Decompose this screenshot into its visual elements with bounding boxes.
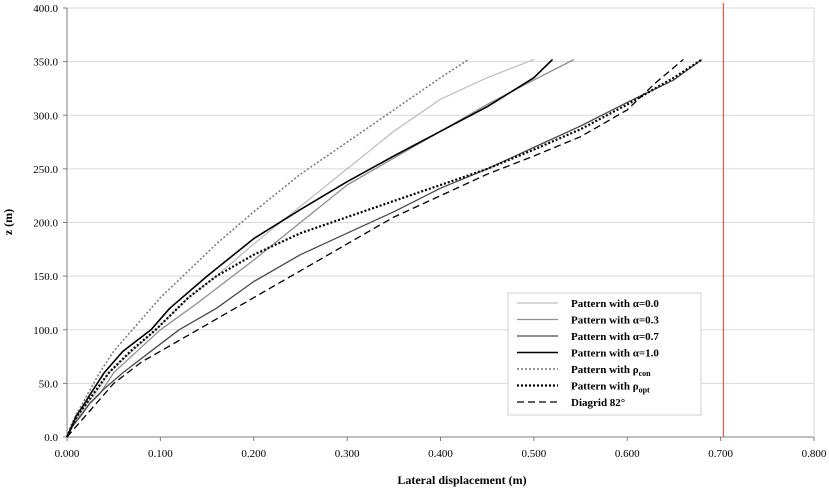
y-tick-label: 300.0: [33, 110, 58, 122]
series-line-2: [66, 58, 575, 438]
series-line-7: [66, 59, 684, 438]
x-tick-label: 0.000: [55, 448, 80, 460]
y-tick-label: 0.0: [44, 432, 58, 444]
legend-label-4: Pattern with α=1.0: [571, 348, 659, 360]
legend-label-1: Pattern with α=0.0: [571, 298, 659, 310]
x-tick-label: 0.500: [522, 448, 547, 460]
axes: [63, 7, 815, 441]
y-tick-label: 200.0: [33, 218, 58, 230]
tick-labels: 0.0 50.0 100.0 150.0 200.0 250.0 300.0 350.0 400…: [33, 3, 827, 460]
y-tick-label: 50.0: [39, 378, 59, 390]
x-tick-label: 0.700: [708, 448, 733, 460]
series-line-6: [65, 58, 703, 438]
x-tick-label: 0.800: [802, 448, 827, 460]
x-tick-label: 0.400: [428, 448, 453, 460]
grid-lines: [67, 7, 814, 384]
x-tick-label: 0.600: [615, 448, 640, 460]
legend-label-2: Pattern with α=0.3: [571, 315, 659, 327]
legend-label-3: Pattern with α=0.7: [571, 331, 659, 343]
y-tick-label: 350.0: [33, 57, 58, 69]
y-axis-label: z (m): [1, 209, 15, 235]
series-line-5: [66, 58, 469, 438]
y-tick-label: 150.0: [33, 271, 58, 283]
series-line-4: [66, 58, 554, 438]
x-tick-label: 0.200: [241, 448, 266, 460]
series-lines: [65, 58, 703, 438]
series-line-3: [66, 58, 703, 438]
legend: Pattern with α=0.0 Pattern with α=0.3 Patt…: [507, 292, 702, 416]
legend-box: [507, 292, 702, 416]
x-axis-label: Lateral displacement (m): [397, 473, 526, 487]
legend-label-6: Pattern with ρopt: [571, 381, 650, 395]
y-tick-label: 100.0: [33, 325, 58, 337]
legend-label-5: Pattern with ρcon: [571, 364, 651, 378]
x-tick-label: 0.300: [335, 448, 360, 460]
y-tick-label: 250.0: [33, 164, 58, 176]
legend-label-7: Diagrid 82°: [571, 397, 625, 409]
y-tick-label: 400.0: [33, 3, 58, 15]
series-line-1: [66, 58, 535, 438]
x-tick-label: 0.100: [148, 448, 173, 460]
